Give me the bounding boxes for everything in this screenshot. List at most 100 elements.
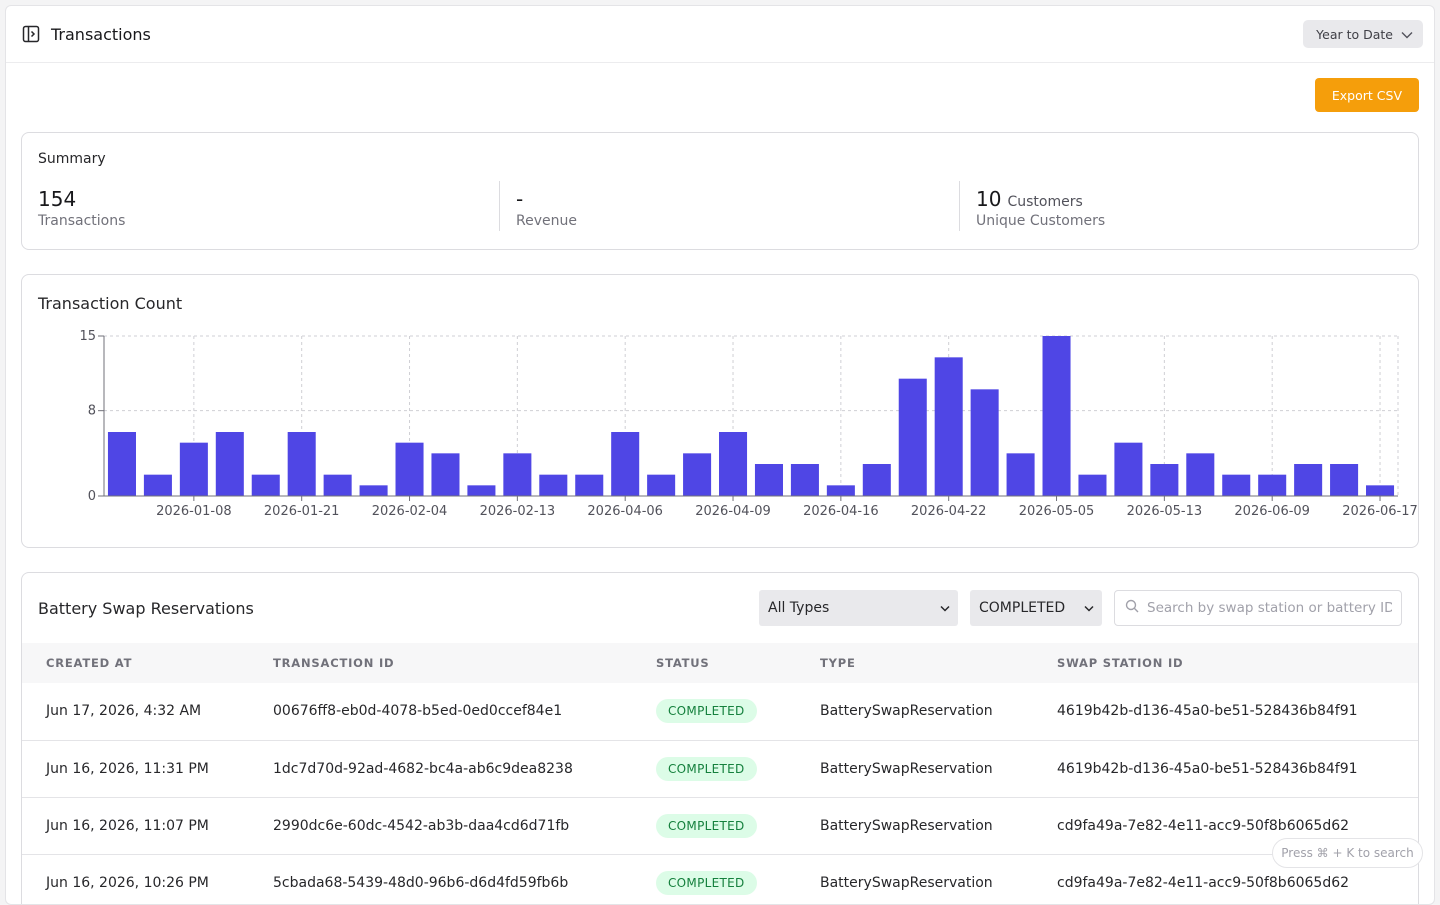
status-filter-value: COMPLETED bbox=[979, 600, 1066, 616]
table-row[interactable]: Jun 16, 2026, 11:31 PM 1dc7d70d-92ad-4682… bbox=[22, 740, 1418, 797]
chart-bar bbox=[1222, 474, 1251, 496]
chart-bar bbox=[611, 432, 640, 496]
x-tick-label: 2026-01-08 bbox=[156, 504, 232, 519]
x-tick-label: 2026-04-16 bbox=[803, 504, 879, 519]
status-badge: COMPLETED bbox=[656, 870, 757, 895]
created-at-cell: Jun 16, 2026, 10:26 PM bbox=[46, 874, 209, 891]
chart-bar bbox=[1366, 485, 1395, 496]
transaction-count-chart-card: Transaction Count 0 8 15 2026-01-08 2026-01-… bbox=[21, 274, 1419, 548]
x-tick-label: 2026-06-09 bbox=[1234, 504, 1310, 519]
search-input[interactable] bbox=[1147, 600, 1392, 616]
chart-bar bbox=[934, 357, 963, 496]
status-badge: COMPLETED bbox=[656, 699, 757, 724]
column-header[interactable]: TRANSACTION ID bbox=[273, 656, 395, 670]
chart-bar bbox=[107, 432, 136, 496]
y-tick-label: 8 bbox=[88, 404, 96, 419]
app-window: Transactions Year to Date Export CSV Sum… bbox=[5, 5, 1435, 905]
chart-bar bbox=[719, 432, 748, 496]
table-row[interactable]: Jun 16, 2026, 11:07 PM 2990dc6e-60dc-4542… bbox=[22, 797, 1418, 854]
chart-title: Transaction Count bbox=[38, 294, 183, 313]
chart-bar bbox=[826, 485, 855, 496]
table-row[interactable]: Jun 17, 2026, 4:32 AM 00676ff8-eb0d-4078-… bbox=[22, 683, 1418, 740]
swap-station-id-cell: cd9fa49a-7e82-4e11-acc9-50f8b6065d62 bbox=[1057, 874, 1350, 891]
sidebar-toggle-icon[interactable] bbox=[22, 25, 40, 43]
reservations-table: CREATED AT TRANSACTION ID STATUS TYPE SW… bbox=[22, 643, 1418, 904]
chart-bar bbox=[1006, 453, 1035, 496]
x-tick-label: 2026-01-21 bbox=[264, 504, 340, 519]
stat-transactions-value: 154 bbox=[38, 187, 77, 211]
chart-bar bbox=[790, 464, 819, 496]
x-tick-label: 2026-06-17 bbox=[1342, 504, 1418, 519]
column-header[interactable]: CREATED AT bbox=[46, 656, 133, 670]
chart-bar bbox=[467, 485, 496, 496]
chart-bar bbox=[179, 442, 208, 496]
column-header[interactable]: TYPE bbox=[820, 656, 856, 670]
chart-bar bbox=[862, 464, 891, 496]
summary-title: Summary bbox=[38, 151, 106, 167]
type-cell: BatterySwapReservation bbox=[820, 703, 993, 720]
stat-customers: 10 Customers Unique Customers bbox=[959, 181, 1402, 231]
chart-bar bbox=[359, 485, 388, 496]
type-filter-select[interactable]: All Types bbox=[759, 590, 958, 626]
transaction-id-cell: 00676ff8-eb0d-4078-b5ed-0ed0ccef84e1 bbox=[273, 703, 563, 720]
status-cell: COMPLETED bbox=[632, 740, 796, 797]
search-icon bbox=[1125, 599, 1139, 618]
chart-bar bbox=[1258, 474, 1287, 496]
chevron-down-icon bbox=[940, 600, 950, 616]
chart-bar bbox=[1186, 453, 1215, 496]
x-tick-label: 2026-04-09 bbox=[695, 504, 771, 519]
chart-bar bbox=[898, 378, 927, 496]
table-title: Battery Swap Reservations bbox=[38, 598, 254, 618]
x-tick-label: 2026-05-13 bbox=[1127, 504, 1203, 519]
transaction-id-cell: 5cbada68-5439-48d0-96b6-d6d4fd59fb6b bbox=[273, 874, 569, 891]
type-cell: BatterySwapReservation bbox=[820, 760, 993, 777]
stat-transactions-label: Transactions bbox=[38, 213, 126, 229]
chart-bar bbox=[1114, 442, 1143, 496]
date-range-label: Year to Date bbox=[1316, 26, 1393, 42]
stat-revenue: - Revenue bbox=[499, 181, 959, 231]
y-tick-label: 0 bbox=[88, 489, 96, 504]
chart-bar bbox=[539, 474, 568, 496]
export-csv-button[interactable]: Export CSV bbox=[1314, 78, 1419, 112]
swap-station-id-cell: 4619b42b-d136-45a0-be51-528436b84f91 bbox=[1057, 703, 1358, 720]
chart-bar bbox=[575, 474, 604, 496]
chart-bar bbox=[431, 453, 460, 496]
created-at-cell: Jun 16, 2026, 11:07 PM bbox=[46, 817, 209, 834]
search-shortcut-hint[interactable]: Press ⌘ + K to search bbox=[1272, 838, 1423, 868]
table-toolbar: Battery Swap Reservations All Types COMP… bbox=[22, 573, 1418, 643]
actions-bar: Export CSV bbox=[6, 63, 1434, 132]
x-tick-label: 2026-04-22 bbox=[911, 504, 987, 519]
x-tick-label: 2026-02-04 bbox=[372, 504, 448, 519]
stat-customers-unit: Customers bbox=[1007, 194, 1083, 210]
table-header-row: CREATED AT TRANSACTION ID STATUS TYPE SW… bbox=[22, 643, 1418, 683]
chart-bar bbox=[683, 453, 712, 496]
chart-bar bbox=[1330, 464, 1359, 496]
chart-bar bbox=[1078, 474, 1107, 496]
chart-bar bbox=[754, 464, 783, 496]
table-row[interactable]: Jun 16, 2026, 10:26 PM 5cbada68-5439-48d0… bbox=[22, 854, 1418, 904]
y-tick-label: 15 bbox=[79, 329, 96, 344]
status-cell: COMPLETED bbox=[632, 683, 796, 740]
search-field[interactable] bbox=[1114, 590, 1402, 626]
stat-customers-value: 10 bbox=[976, 187, 1002, 211]
column-header[interactable]: STATUS bbox=[656, 656, 710, 670]
column-header[interactable]: SWAP STATION ID bbox=[1057, 656, 1184, 670]
created-at-cell: Jun 17, 2026, 4:32 AM bbox=[46, 703, 202, 720]
date-range-select[interactable]: Year to Date bbox=[1303, 20, 1423, 48]
reservations-table-card: Battery Swap Reservations All Types COMP… bbox=[21, 572, 1419, 904]
chart-bar bbox=[647, 474, 676, 496]
x-tick-label: 2026-02-13 bbox=[480, 504, 556, 519]
stat-revenue-value: - bbox=[516, 187, 524, 211]
status-filter-select[interactable]: COMPLETED bbox=[970, 590, 1102, 626]
chart-bar bbox=[323, 474, 352, 496]
transaction-count-chart: 0 8 15 2026-01-08 2026-01-21 2026-02-04 2026-0… bbox=[79, 329, 1418, 519]
x-tick-label: 2026-04-06 bbox=[587, 504, 663, 519]
chevron-down-icon bbox=[1401, 27, 1413, 42]
type-cell: BatterySwapReservation bbox=[820, 817, 993, 834]
status-badge: COMPLETED bbox=[656, 813, 757, 838]
status-cell: COMPLETED bbox=[632, 797, 796, 854]
summary-card: Summary 154 Transactions - Revenue 10 Cu… bbox=[21, 132, 1419, 250]
chart-bar bbox=[1294, 464, 1323, 496]
type-cell: BatterySwapReservation bbox=[820, 874, 993, 891]
transaction-id-cell: 2990dc6e-60dc-4542-ab3b-daa4cd6d71fb bbox=[273, 817, 570, 834]
